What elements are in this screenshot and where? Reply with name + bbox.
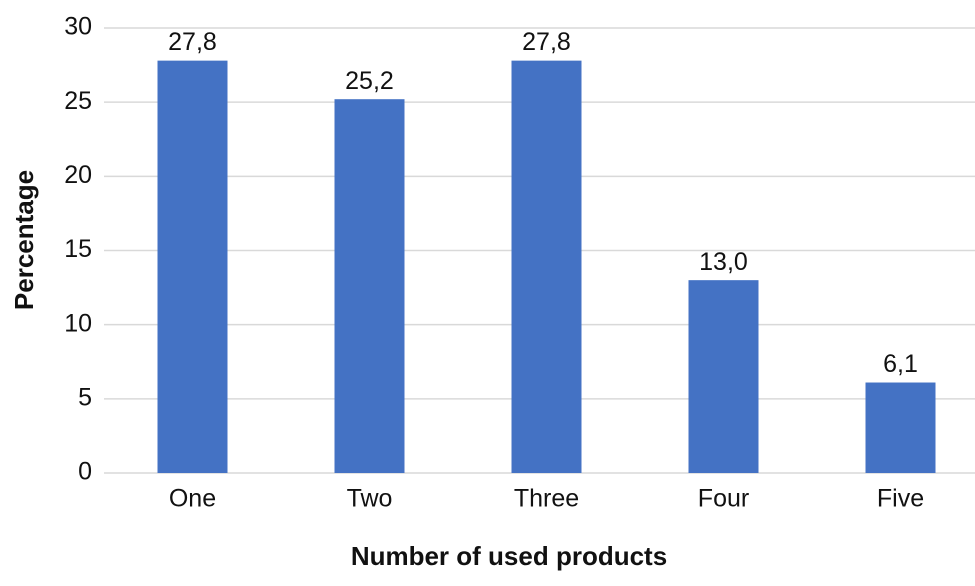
- x-tick-label: Three: [514, 485, 579, 513]
- value-label: 6,1: [883, 350, 918, 378]
- bar: [511, 60, 582, 474]
- bar: [688, 280, 759, 473]
- value-label: 27,8: [522, 28, 571, 56]
- y-tick-label: 30: [64, 13, 92, 41]
- x-tick-label: Five: [877, 485, 924, 513]
- x-tick-label: Two: [347, 485, 393, 513]
- bar: [157, 60, 228, 474]
- y-tick-label: 5: [78, 383, 92, 411]
- value-label: 27,8: [168, 28, 217, 56]
- value-label: 25,2: [345, 67, 394, 95]
- y-tick-label: 25: [64, 87, 92, 115]
- y-tick-label: 0: [78, 458, 92, 486]
- x-tick-label: Four: [698, 485, 749, 513]
- bar: [865, 382, 936, 473]
- value-label: 13,0: [699, 248, 748, 276]
- x-tick-label: One: [169, 485, 216, 513]
- y-tick-label: 15: [64, 235, 92, 263]
- x-axis-label: Number of used products: [351, 541, 667, 571]
- y-axis-label: Percentage: [9, 170, 39, 310]
- bar: [334, 99, 405, 473]
- y-tick-label: 10: [64, 309, 92, 337]
- y-tick-label: 20: [64, 161, 92, 189]
